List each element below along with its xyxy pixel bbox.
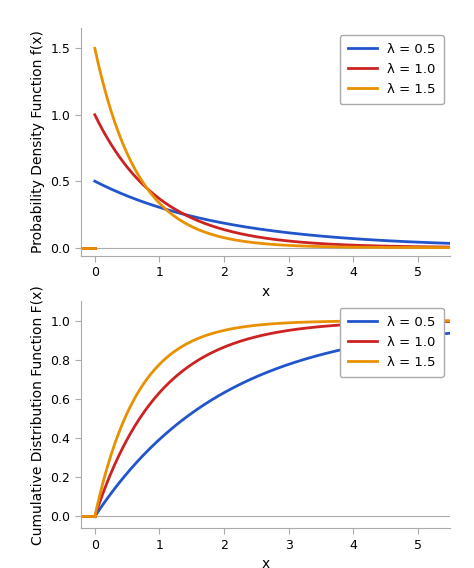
λ = 0.5 <box>447 330 453 337</box>
λ = 0.5 <box>110 186 116 193</box>
X-axis label: x: x <box>261 285 270 299</box>
λ = 0.5 <box>372 237 378 244</box>
λ = 1.5 <box>92 513 98 520</box>
λ = 1.0 <box>437 244 443 250</box>
λ = 1.0 <box>110 144 116 151</box>
λ = 1.5 <box>110 114 116 120</box>
λ = 0.5 <box>92 513 98 520</box>
λ = 1.0 <box>92 111 98 118</box>
λ = 1.5 <box>437 244 443 251</box>
λ = 0.5 <box>437 240 443 247</box>
Line: λ = 1.5: λ = 1.5 <box>95 48 450 248</box>
λ = 0.5 <box>447 240 453 247</box>
λ = 1.0 <box>447 318 453 325</box>
λ = 1.0 <box>265 331 271 337</box>
λ = 0.5 <box>92 178 98 185</box>
λ = 1.5 <box>110 446 116 453</box>
λ = 1.0 <box>447 244 453 250</box>
λ = 1.5 <box>255 321 261 328</box>
λ = 1.5 <box>372 318 378 324</box>
λ = 1.0 <box>255 233 261 240</box>
λ = 1.5 <box>447 318 453 324</box>
λ = 1.5 <box>437 318 443 324</box>
λ = 0.5 <box>255 373 261 379</box>
λ = 1.0 <box>92 513 98 520</box>
Line: λ = 1.5: λ = 1.5 <box>95 321 450 516</box>
Line: λ = 1.0: λ = 1.0 <box>95 321 450 516</box>
λ = 1.0 <box>255 333 261 340</box>
λ = 0.5 <box>437 240 443 247</box>
λ = 1.0 <box>437 318 443 325</box>
Line: λ = 0.5: λ = 0.5 <box>95 333 450 516</box>
λ = 0.5 <box>372 340 378 346</box>
Line: λ = 0.5: λ = 0.5 <box>95 181 450 243</box>
X-axis label: x: x <box>261 557 270 568</box>
λ = 0.5 <box>437 331 443 337</box>
Line: λ = 1.0: λ = 1.0 <box>95 115 450 247</box>
λ = 1.5 <box>447 244 453 251</box>
λ = 1.0 <box>372 243 378 249</box>
λ = 1.0 <box>437 244 443 250</box>
Y-axis label: Probability Density Function f(x): Probability Density Function f(x) <box>31 31 45 253</box>
λ = 0.5 <box>255 225 261 232</box>
λ = 1.5 <box>437 318 443 324</box>
λ = 1.5 <box>437 244 443 251</box>
λ = 1.5 <box>265 241 271 248</box>
Legend: λ = 0.5, λ = 1.0, λ = 1.5: λ = 0.5, λ = 1.0, λ = 1.5 <box>340 308 444 377</box>
λ = 0.5 <box>265 369 271 375</box>
λ = 1.0 <box>372 320 378 327</box>
Y-axis label: Cumulative Distribution Function F(x): Cumulative Distribution Function F(x) <box>31 285 45 545</box>
λ = 0.5 <box>265 227 271 233</box>
λ = 1.5 <box>255 240 261 247</box>
λ = 1.5 <box>265 321 271 328</box>
λ = 1.0 <box>437 318 443 325</box>
λ = 1.0 <box>110 465 116 472</box>
λ = 1.5 <box>92 45 98 52</box>
λ = 1.0 <box>265 235 271 242</box>
λ = 1.5 <box>372 244 378 250</box>
Legend: λ = 0.5, λ = 1.0, λ = 1.5: λ = 0.5, λ = 1.0, λ = 1.5 <box>340 35 444 105</box>
λ = 0.5 <box>110 487 116 494</box>
λ = 0.5 <box>437 331 443 337</box>
